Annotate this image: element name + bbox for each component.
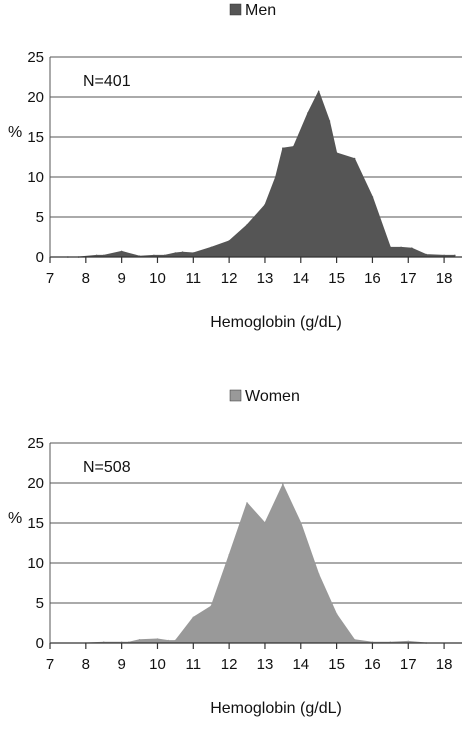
women-data-point xyxy=(174,639,177,642)
men-data-point xyxy=(181,251,184,253)
men-data-point xyxy=(443,254,445,257)
women-chart-panel: Women 0 5 10 15 20 25 7 8 9 10 11 12 13 14 15 16 17 18% Hem… xyxy=(0,386,474,743)
women-y-tick-label: 20 xyxy=(27,475,44,492)
women-y-tick-label: 5 xyxy=(36,595,44,612)
men-area-chart: Men 0 5 10 15 20 25 7 8 9 10 11 12 13 14 15 16 17 18% Hemog… xyxy=(8,2,462,331)
men-data-point xyxy=(228,240,230,242)
men-data-point xyxy=(307,112,309,114)
women-data-point xyxy=(317,573,320,575)
men-legend-swatch xyxy=(229,3,242,16)
men-legend: Men xyxy=(229,2,276,19)
men-x-tick-label: 14 xyxy=(292,270,309,287)
men-data-point xyxy=(120,250,123,253)
women-x-tick-label: 10 xyxy=(149,656,166,673)
men-data-point xyxy=(153,254,155,257)
men-x-tick-label: 13 xyxy=(257,270,274,287)
women-data-point xyxy=(282,483,284,486)
men-y-tick-label: 15 xyxy=(27,129,44,146)
women-data-point xyxy=(228,554,230,556)
men-x-tick-label: 9 xyxy=(117,270,125,287)
men-x-tick-label: 15 xyxy=(328,270,345,287)
women-x-tick-label: 11 xyxy=(186,656,202,673)
women-data-point xyxy=(335,613,338,615)
men-data-point xyxy=(274,176,277,178)
men-x-tick-label: 16 xyxy=(364,270,381,287)
women-data-point xyxy=(167,639,170,642)
men-data-point xyxy=(389,246,392,249)
men-x-tick-label: 8 xyxy=(82,270,90,287)
men-data-point xyxy=(163,254,166,257)
men-x-tick-label: 18 xyxy=(436,270,453,287)
women-x-axis-label: Hemoglobin (g/dL) xyxy=(210,700,342,717)
men-x-tick-label: 17 xyxy=(400,270,417,287)
women-data-point xyxy=(353,639,356,641)
men-data-point xyxy=(328,120,331,122)
women-data-point xyxy=(156,638,159,640)
women-x-tick-label: 13 xyxy=(257,656,274,673)
men-data-point xyxy=(292,145,295,148)
men-data-point xyxy=(411,247,413,249)
women-y-tick-label: 15 xyxy=(27,515,44,532)
women-y-tick-label: 25 xyxy=(27,435,44,452)
women-area-chart: Women 0 5 10 15 20 25 7 8 9 10 11 12 13 14 15 16 17 18% Hem… xyxy=(8,388,462,717)
women-data-point xyxy=(407,640,410,643)
men-data-point xyxy=(95,254,98,257)
men-data-point xyxy=(264,204,266,206)
women-x-tick-label: 15 xyxy=(328,656,345,673)
women-x-tick-label: 7 xyxy=(46,656,54,673)
women-area-series xyxy=(85,483,427,644)
men-data-point xyxy=(353,157,356,160)
men-data-point xyxy=(192,252,195,254)
men-y-tick-label: 25 xyxy=(27,49,44,66)
women-sample-size-annotation: N=508 xyxy=(83,459,131,476)
men-data-point xyxy=(246,224,248,226)
women-x-tick-label: 8 xyxy=(82,656,90,673)
women-data-point xyxy=(138,639,141,641)
men-data-point xyxy=(102,254,105,257)
women-data-point xyxy=(264,522,266,524)
men-x-tick-label: 7 xyxy=(46,270,54,287)
women-legend: Women xyxy=(229,388,300,405)
men-data-point xyxy=(210,246,213,249)
men-y-tick-label: 10 xyxy=(27,169,44,186)
women-x-tick-label: 16 xyxy=(364,656,381,673)
men-y-tick-label: 20 xyxy=(27,89,44,106)
women-data-point xyxy=(246,502,248,504)
women-data-point xyxy=(299,522,302,524)
men-data-point xyxy=(371,196,374,198)
men-x-axis-label: Hemoglobin (g/dL) xyxy=(210,314,342,331)
women-y-tick-label: 0 xyxy=(36,635,44,652)
men-x-tick-label: 11 xyxy=(186,270,202,287)
men-chart-panel: Men 0 5 10 15 20 25 7 8 9 10 11 12 13 14 15 16 17 18% Hemog… xyxy=(0,0,474,357)
women-y-tick-label: 10 xyxy=(27,555,44,572)
men-x-tick-label: 12 xyxy=(221,270,238,287)
women-legend-swatch xyxy=(229,389,242,402)
men-data-point xyxy=(400,246,402,249)
women-x-tick-label: 17 xyxy=(400,656,417,673)
men-sample-size-annotation: N=401 xyxy=(83,73,131,90)
men-y-tick-label: 0 xyxy=(36,249,44,266)
men-data-point xyxy=(174,252,177,254)
men-x-tick-label: 10 xyxy=(149,270,166,287)
women-x-tick-label: 14 xyxy=(292,656,309,673)
men-data-point xyxy=(282,147,284,149)
women-legend-label: Women xyxy=(245,388,300,405)
women-x-tick-label: 12 xyxy=(221,656,238,673)
men-legend-label: Men xyxy=(245,2,276,19)
women-x-tick-label: 18 xyxy=(436,656,453,673)
women-y-axis-label: % xyxy=(8,510,22,527)
men-y-axis-label: % xyxy=(8,124,22,141)
men-y-tick-label: 5 xyxy=(36,209,44,226)
men-data-point xyxy=(425,253,427,256)
women-data-point xyxy=(192,616,195,619)
women-data-point xyxy=(210,605,213,607)
men-area-series xyxy=(67,90,456,258)
men-data-point xyxy=(317,90,320,93)
men-data-point xyxy=(454,254,456,257)
women-x-tick-label: 9 xyxy=(117,656,125,673)
men-data-point xyxy=(335,152,338,154)
